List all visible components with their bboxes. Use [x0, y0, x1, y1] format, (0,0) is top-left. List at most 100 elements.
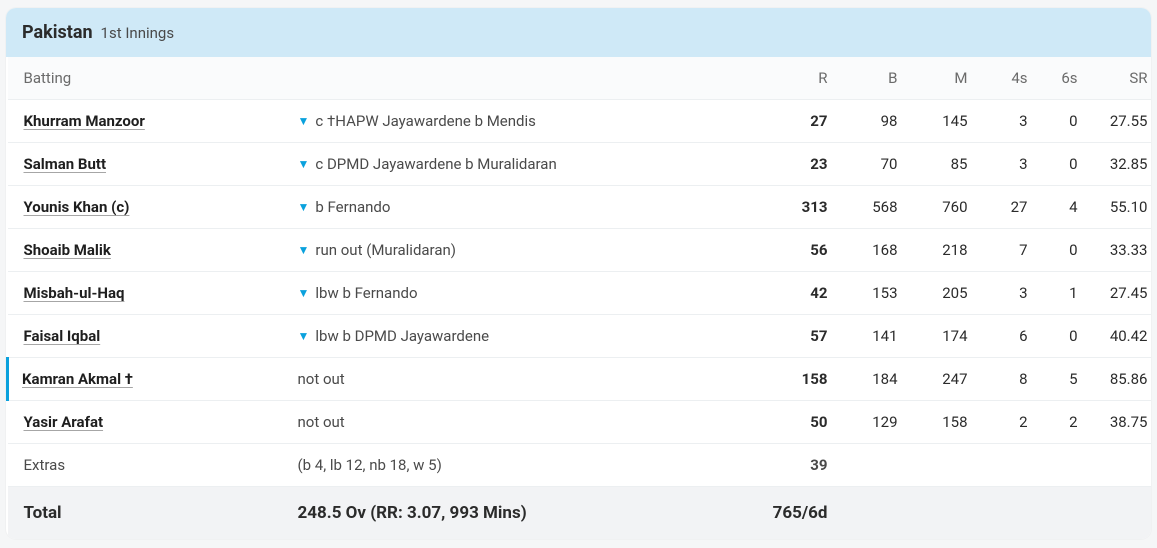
- batsman-cell: Salman Butt: [8, 143, 288, 186]
- stat-m: 247: [908, 358, 978, 401]
- col-fours: 4s: [978, 57, 1038, 100]
- stat-b: 141: [838, 315, 908, 358]
- table-row: Younis Khan (c)▼b Fernando31356876027455…: [8, 186, 1152, 229]
- stat-r: 50: [758, 401, 838, 444]
- stat-sixes: 2: [1038, 401, 1088, 444]
- empty-cell: [1038, 444, 1088, 487]
- stat-r: 57: [758, 315, 838, 358]
- stat-sr: 85.86: [1088, 358, 1152, 401]
- batsman-link[interactable]: Younis Khan (c): [24, 198, 130, 216]
- stat-m: 158: [908, 401, 978, 444]
- extras-detail: (b 4, lb 12, nb 18, w 5): [288, 444, 758, 487]
- dismissal-text: run out (Muralidaran): [315, 241, 456, 259]
- empty-cell: [838, 444, 908, 487]
- empty-cell: [908, 444, 978, 487]
- extras-row: Extras(b 4, lb 12, nb 18, w 5)39: [8, 444, 1152, 487]
- empty-cell: [838, 487, 908, 540]
- stat-sr: 55.10: [1088, 186, 1152, 229]
- stat-r: 56: [758, 229, 838, 272]
- dismissal-text: lbw b Fernando: [315, 284, 417, 302]
- stat-fours: 7: [978, 229, 1038, 272]
- team-name: Pakistan: [22, 22, 93, 43]
- col-runs: R: [758, 57, 838, 100]
- extras-label: Extras: [8, 444, 288, 487]
- col-minutes: M: [908, 57, 978, 100]
- total-row: Total248.5 Ov (RR: 3.07, 993 Mins)765/6d: [8, 487, 1152, 540]
- stat-b: 184: [838, 358, 908, 401]
- batsman-link[interactable]: Misbah-ul-Haq: [24, 284, 125, 302]
- total-runs: 765/6d: [758, 487, 838, 540]
- extras-runs: 39: [758, 444, 838, 487]
- chevron-down-icon[interactable]: ▼: [298, 329, 310, 343]
- total-detail: 248.5 Ov (RR: 3.07, 993 Mins): [288, 487, 758, 540]
- empty-cell: [1038, 487, 1088, 540]
- stat-sr: 38.75: [1088, 401, 1152, 444]
- stat-m: 85: [908, 143, 978, 186]
- empty-cell: [908, 487, 978, 540]
- dismissal-text: lbw b DPMD Jayawardene: [315, 327, 489, 345]
- stat-fours: 27: [978, 186, 1038, 229]
- stat-r: 313: [758, 186, 838, 229]
- stat-sixes: 5: [1038, 358, 1088, 401]
- chevron-down-icon[interactable]: ▼: [298, 286, 310, 300]
- dismissal-text: not out: [298, 413, 345, 431]
- chevron-down-icon[interactable]: ▼: [298, 114, 310, 128]
- batsman-cell: Misbah-ul-Haq: [8, 272, 288, 315]
- chevron-down-icon[interactable]: ▼: [298, 157, 310, 171]
- table-header-row: Batting R B M 4s 6s SR: [8, 57, 1152, 100]
- stat-r: 158: [758, 358, 838, 401]
- batsman-link[interactable]: Khurram Manzoor: [24, 112, 145, 130]
- stat-sr: 27.45: [1088, 272, 1152, 315]
- stat-b: 70: [838, 143, 908, 186]
- stat-m: 218: [908, 229, 978, 272]
- stat-m: 174: [908, 315, 978, 358]
- chevron-down-icon[interactable]: ▼: [298, 243, 310, 257]
- stat-sr: 40.42: [1088, 315, 1152, 358]
- empty-cell: [1088, 444, 1152, 487]
- stat-fours: 3: [978, 272, 1038, 315]
- batsman-cell: Shoaib Malik: [8, 229, 288, 272]
- stat-b: 153: [838, 272, 908, 315]
- stat-fours: 3: [978, 143, 1038, 186]
- stat-fours: 6: [978, 315, 1038, 358]
- batsman-link[interactable]: Yasir Arafat: [24, 413, 104, 431]
- stat-fours: 8: [978, 358, 1038, 401]
- innings-header: Pakistan 1st Innings: [6, 8, 1151, 57]
- batsman-link[interactable]: Faisal Iqbal: [24, 327, 101, 345]
- dismissal-text: c DPMD Jayawardene b Muralidaran: [315, 155, 556, 173]
- col-balls: B: [838, 57, 908, 100]
- batsman-cell: Faisal Iqbal: [8, 315, 288, 358]
- col-sixes: 6s: [1038, 57, 1088, 100]
- innings-card: Pakistan 1st Innings Batting R B M 4s 6s…: [6, 8, 1151, 539]
- stat-r: 23: [758, 143, 838, 186]
- batsman-cell: Kamran Akmal †: [8, 358, 288, 401]
- batsman-link[interactable]: Salman Butt: [24, 155, 107, 173]
- stat-sixes: 0: [1038, 229, 1088, 272]
- table-row: Khurram Manzoor ▼ c †HAPW Jayawardene b Me…: [8, 100, 1152, 143]
- stat-sr: 32.85: [1088, 143, 1152, 186]
- innings-label: 1st Innings: [101, 24, 175, 42]
- batsman-cell: Khurram Manzoor: [8, 100, 288, 143]
- chevron-down-icon[interactable]: ▼: [298, 200, 310, 214]
- batsman-cell: Younis Khan (c): [8, 186, 288, 229]
- table-row: Kamran Akmal †not out1581842478585.86: [8, 358, 1152, 401]
- stat-fours: 3: [978, 100, 1038, 143]
- dismissal-cell: ▼ lbw b Fernando: [288, 272, 758, 315]
- stat-sixes: 0: [1038, 315, 1088, 358]
- stat-b: 98: [838, 100, 908, 143]
- batting-table: Batting R B M 4s 6s SR Khurram Manzoor ▼ c…: [6, 57, 1151, 539]
- stat-r: 27: [758, 100, 838, 143]
- dismissal-cell: ▼ c DPMD Jayawardene b Muralidaran: [288, 143, 758, 186]
- stat-m: 205: [908, 272, 978, 315]
- dismissal-cell: not out: [288, 401, 758, 444]
- stat-m: 145: [908, 100, 978, 143]
- empty-cell: [978, 487, 1038, 540]
- batsman-link[interactable]: Kamran Akmal †: [22, 370, 133, 388]
- dismissal-text: c †HAPW Jayawardene b Mendis: [315, 112, 536, 130]
- batsman-link[interactable]: Shoaib Malik: [24, 241, 111, 259]
- table-row: Misbah-ul-Haq▼lbw b Fernando421532053127…: [8, 272, 1152, 315]
- dismissal-cell: ▼ lbw b DPMD Jayawardene: [288, 315, 758, 358]
- stat-sixes: 0: [1038, 143, 1088, 186]
- col-sr: SR: [1088, 57, 1152, 100]
- table-row: Salman Butt ▼ c DPMD Jayawardene b Muralid…: [8, 143, 1152, 186]
